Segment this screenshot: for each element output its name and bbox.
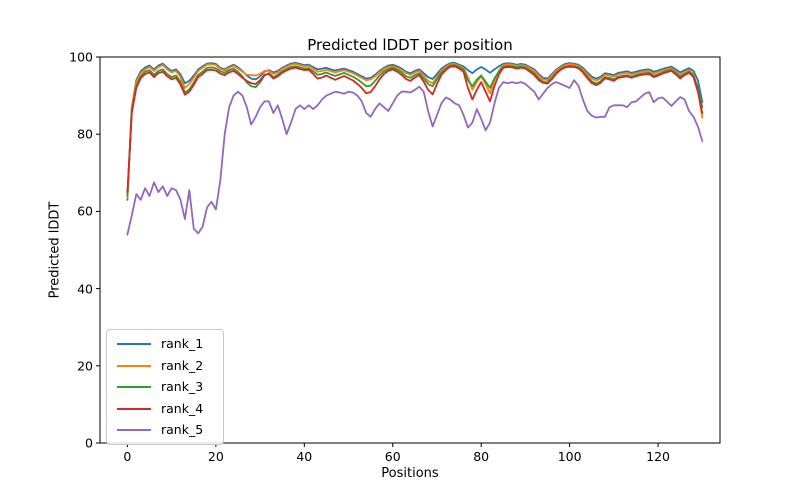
x-tick-label: 60 <box>384 449 401 464</box>
chart-title: Predicted lDDT per position <box>307 36 513 54</box>
legend-line-sample <box>117 429 151 431</box>
x-tick-label: 100 <box>557 449 582 464</box>
x-tick-label: 0 <box>123 449 132 464</box>
axes-border <box>99 56 721 444</box>
y-tick-label: 20 <box>77 358 93 374</box>
legend-item-rank-3: rank_3 <box>107 380 223 394</box>
legend-item-rank-4: rank_4 <box>107 400 223 416</box>
legend-label: rank_3 <box>161 379 204 394</box>
y-tick-label: 60 <box>77 203 93 219</box>
legend-label: rank_4 <box>161 400 204 416</box>
y-tick-label: 40 <box>77 281 93 297</box>
y-tick-label: 0 <box>85 435 93 451</box>
series-rank_3 <box>126 64 704 197</box>
x-tick-label: 20 <box>207 449 224 464</box>
legend-label: rank_2 <box>161 357 204 373</box>
series-rank_4 <box>126 65 704 194</box>
x-tick-label: 120 <box>646 449 671 464</box>
legend-label: rank_1 <box>161 336 204 351</box>
x-tick-label: 40 <box>296 449 313 464</box>
legend-line-sample <box>117 386 151 388</box>
x-axis-label: Positions <box>381 466 439 481</box>
legend-line-sample <box>117 343 151 345</box>
legend-item-rank-1: rank_1 <box>107 337 223 351</box>
legend-item-rank-5: rank_5 <box>107 423 223 437</box>
y-axis-label: Predicted lDDT <box>47 201 63 299</box>
legend-line-sample <box>117 364 151 367</box>
y-tick-label: 100 <box>69 49 93 65</box>
x-tick-label: 80 <box>473 449 490 464</box>
y-tick-label: 80 <box>77 126 93 142</box>
series-rank_5 <box>126 79 704 236</box>
series-rank_2 <box>126 63 704 199</box>
legend-item-rank-2: rank_2 <box>107 357 223 373</box>
legend-line-sample <box>117 407 151 410</box>
legend-label: rank_5 <box>161 422 204 437</box>
legend: rank_1 rank_2 rank_3 rank_4 rank_5 <box>106 329 224 445</box>
series-rank_1 <box>126 61 704 201</box>
